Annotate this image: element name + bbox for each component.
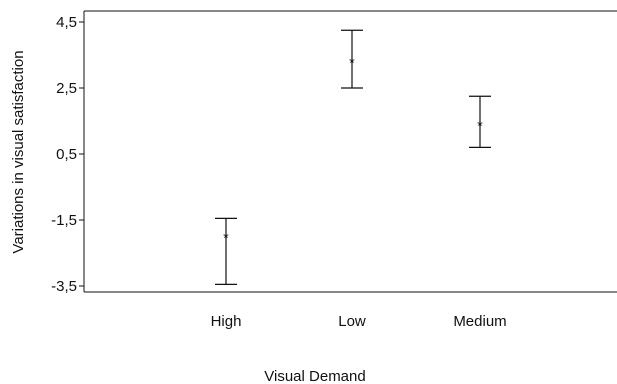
- error-bar-marks: * * *: [215, 29, 491, 285]
- y-tick-label: 4,5: [56, 14, 77, 31]
- y-tick-label: -3,5: [51, 278, 77, 295]
- data-point: *: [477, 117, 483, 133]
- plot-area: [83, 10, 617, 293]
- y-tick-label: 0,5: [56, 146, 77, 163]
- data-point: *: [223, 230, 229, 246]
- y-tick-label: 2,5: [56, 80, 77, 97]
- y-tick-label: -1,5: [51, 212, 77, 229]
- x-tick-label: Low: [338, 313, 366, 330]
- x-axis-ticks: High Low Medium: [211, 313, 507, 330]
- x-axis-title: Visual Demand: [264, 368, 365, 384]
- y-axis-title: Variations in visual satisfaction: [10, 50, 27, 253]
- data-point: *: [349, 55, 355, 71]
- x-tick-label: Medium: [453, 313, 506, 330]
- y-axis-ticks: 4,5 2,5 0,5 -1,5 -3,5: [51, 14, 84, 295]
- x-tick-label: High: [211, 313, 242, 330]
